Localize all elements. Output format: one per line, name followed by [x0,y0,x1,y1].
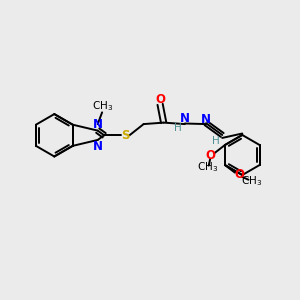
Text: CH$_3$: CH$_3$ [92,99,113,113]
Text: O: O [155,93,165,106]
Text: N: N [93,118,103,130]
Text: N: N [93,140,103,153]
Text: H: H [212,136,220,146]
Text: O: O [234,168,244,181]
Text: N: N [180,112,190,125]
Text: CH$_3$: CH$_3$ [197,160,218,174]
Text: S: S [121,129,130,142]
Text: H: H [175,123,182,133]
Text: N: N [201,113,211,126]
Text: CH$_3$: CH$_3$ [241,174,262,188]
Text: O: O [205,149,215,162]
